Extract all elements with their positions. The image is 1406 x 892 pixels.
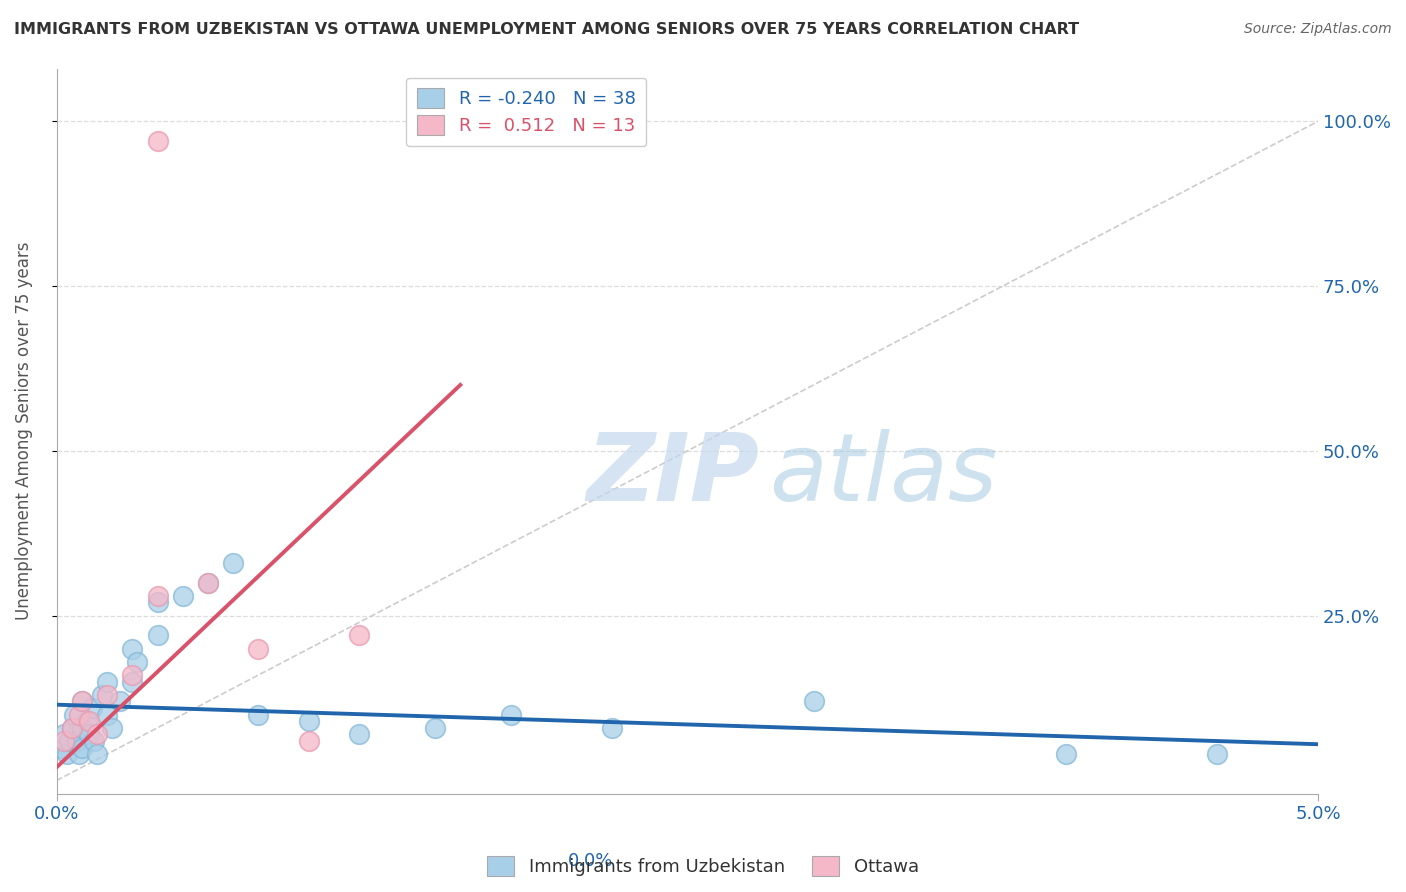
Point xyxy=(58,734,80,748)
Point xyxy=(1054,747,1077,761)
Point xyxy=(96,707,118,722)
Point xyxy=(349,628,371,642)
Point xyxy=(146,628,169,642)
Point xyxy=(121,641,143,656)
Point xyxy=(60,721,83,735)
Point xyxy=(83,734,105,748)
Legend: Immigrants from Uzbekistan, Ottawa: Immigrants from Uzbekistan, Ottawa xyxy=(479,848,927,883)
Legend: R = -0.240   N = 38, R =  0.512   N = 13: R = -0.240 N = 38, R = 0.512 N = 13 xyxy=(406,78,647,146)
Point xyxy=(70,694,93,708)
Point xyxy=(108,694,131,708)
Text: Source: ZipAtlas.com: Source: ZipAtlas.com xyxy=(1244,22,1392,37)
Point xyxy=(600,721,623,735)
Point xyxy=(247,707,270,722)
Point xyxy=(96,674,118,689)
Point xyxy=(70,740,93,755)
Point xyxy=(76,714,98,728)
Y-axis label: Unemployment Among Seniors over 75 years: Unemployment Among Seniors over 75 years xyxy=(15,242,32,620)
Point xyxy=(197,575,219,590)
Point xyxy=(55,747,77,761)
Point xyxy=(803,694,825,708)
Point xyxy=(70,721,93,735)
Point xyxy=(96,688,118,702)
Point xyxy=(121,668,143,682)
Point xyxy=(60,721,83,735)
Text: atlas: atlas xyxy=(769,429,998,520)
Point xyxy=(67,707,90,722)
Text: ZIP: ZIP xyxy=(586,429,759,521)
Point xyxy=(298,714,321,728)
Point xyxy=(222,556,245,570)
Text: 0.0%: 0.0% xyxy=(568,852,613,870)
Point xyxy=(79,727,101,741)
Point xyxy=(53,734,76,748)
Point xyxy=(172,589,194,603)
Point xyxy=(423,721,446,735)
Point xyxy=(91,688,114,702)
Point xyxy=(121,674,143,689)
Point xyxy=(499,707,522,722)
Point xyxy=(86,747,108,761)
Point xyxy=(86,727,108,741)
Point xyxy=(79,714,101,728)
Point xyxy=(66,734,89,748)
Point xyxy=(101,721,124,735)
Point xyxy=(197,575,219,590)
Point xyxy=(146,589,169,603)
Point xyxy=(127,655,149,669)
Point xyxy=(146,595,169,609)
Point xyxy=(349,727,371,741)
Point xyxy=(146,134,169,148)
Point xyxy=(67,747,90,761)
Point xyxy=(70,694,93,708)
Point xyxy=(80,701,103,715)
Point xyxy=(1206,747,1229,761)
Text: IMMIGRANTS FROM UZBEKISTAN VS OTTAWA UNEMPLOYMENT AMONG SENIORS OVER 75 YEARS CO: IMMIGRANTS FROM UZBEKISTAN VS OTTAWA UNE… xyxy=(14,22,1080,37)
Point xyxy=(51,740,73,755)
Point xyxy=(298,734,321,748)
Point xyxy=(53,727,76,741)
Point xyxy=(247,641,270,656)
Point xyxy=(63,707,86,722)
